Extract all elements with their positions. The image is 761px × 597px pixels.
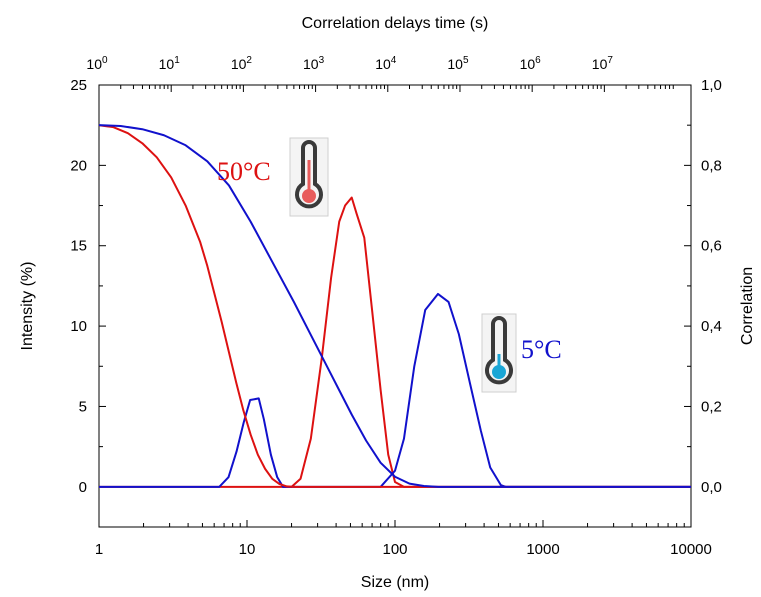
intensity-curve-0 [99, 196, 691, 488]
axis-ticks [98, 84, 692, 528]
plot-frame [98, 84, 692, 528]
x2-tick-label: 104 [375, 55, 397, 72]
y2-tick-label: 0,6 [701, 238, 722, 255]
x-tick-label: 1 [95, 541, 103, 558]
axis-tick-labels: 1 10 100 1000 10000 0 5 10 15 20 25 0,0 0,2 0,4 0,6 0,8… [70, 55, 722, 558]
y2-tick-label: 0,8 [701, 157, 722, 174]
y-tick-label: 15 [70, 238, 87, 255]
x-tick-label: 1000 [526, 541, 559, 558]
x2-tick-label: 102 [231, 55, 253, 72]
y2-tick-label: 1,0 [701, 77, 722, 94]
y-tick-label: 20 [70, 157, 87, 174]
x2-tick-label: 105 [447, 55, 469, 72]
x-tick-label: 100 [382, 541, 407, 558]
x2-tick-label: 101 [159, 55, 181, 72]
x2-tick-label: 100 [86, 55, 108, 72]
y2-tick-label: 0,0 [701, 479, 722, 496]
y-tick-label: 25 [70, 77, 87, 94]
x2-tick-label: 106 [520, 55, 542, 72]
correlation-curve-3 [99, 124, 691, 488]
correlation-curve-2 [99, 124, 691, 488]
x-axis-title: Size (nm) [361, 574, 429, 591]
thermometer-hot-icon [289, 137, 329, 217]
y-tick-label: 10 [70, 318, 87, 335]
annotation-50c: 50°C [217, 157, 271, 186]
y-tick-label: 0 [79, 479, 87, 496]
y2-tick-label: 0,4 [701, 318, 722, 335]
annotation-5c: 5°C [521, 335, 562, 364]
x-tick-label: 10 [239, 541, 256, 558]
y-axis-title: Intensity (%) [19, 262, 36, 351]
y2-axis-title: Correlation [739, 267, 756, 345]
intensity-curve-1 [99, 292, 691, 488]
x2-tick-label: 103 [303, 55, 325, 72]
x-tick-label: 10000 [670, 541, 712, 558]
x2-tick-label: 107 [592, 55, 614, 72]
series-group [99, 124, 691, 488]
top-axis-title: Correlation delays time (s) [302, 15, 489, 32]
y2-tick-label: 0,2 [701, 398, 722, 415]
thermometer-cold-icon [481, 313, 517, 393]
y-tick-label: 5 [79, 398, 87, 415]
